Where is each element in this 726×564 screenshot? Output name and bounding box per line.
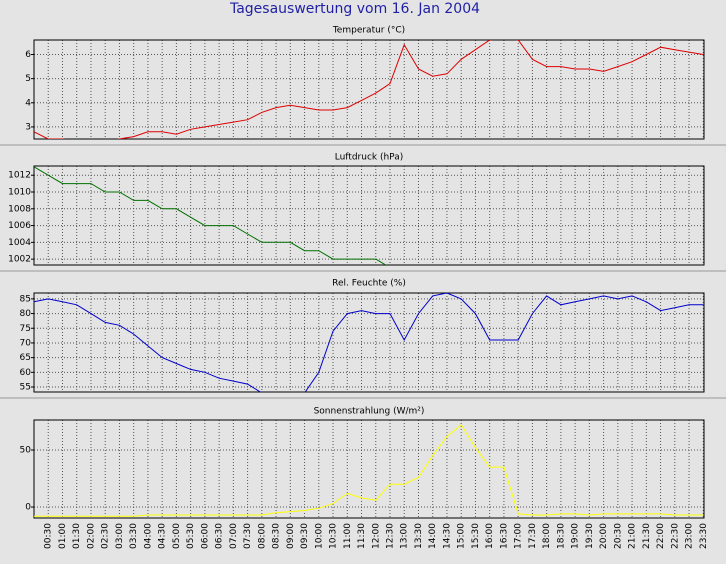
y-tick-label: 1010: [8, 188, 31, 198]
x-tick-label: 20:30: [613, 523, 623, 549]
y-tick-label: 0: [25, 503, 31, 513]
x-tick-label: 04:30: [158, 523, 168, 549]
x-tick-label: 16:00: [485, 523, 495, 549]
x-tick-label: 14:30: [442, 523, 452, 549]
x-tick-label: 10:30: [329, 523, 339, 549]
chart-title: Sonnenstrahlung (W/m²): [314, 407, 425, 417]
x-tick-label: 03:30: [129, 523, 139, 549]
x-tick-label: 05:30: [186, 523, 196, 549]
x-tick-label: 01:00: [58, 523, 68, 549]
x-tick-label: 19:30: [585, 523, 595, 549]
x-tick-label: 10:00: [314, 523, 324, 549]
data-line: [34, 166, 387, 265]
chart-title: Temperatur (°C): [332, 26, 405, 36]
x-tick-label: 12:00: [371, 523, 381, 549]
y-tick-label: 70: [20, 338, 32, 348]
x-tick-label: 22:00: [656, 523, 666, 549]
x-tick-label: 18:30: [556, 523, 566, 549]
x-tick-label: 13:00: [400, 523, 410, 549]
chart-title: Luftdruck (hPa): [335, 153, 404, 163]
plot-frame: [33, 292, 705, 393]
x-tick-label: 17:30: [528, 523, 538, 549]
plot-frame: [33, 419, 705, 519]
x-tick-label: 02:30: [101, 523, 111, 549]
x-tick-label: 19:00: [571, 523, 581, 549]
x-tick-label: 11:30: [357, 523, 367, 549]
x-tick-label: 09:00: [286, 523, 296, 549]
y-tick-label: 55: [20, 383, 31, 393]
x-tick-label: 02:00: [86, 523, 96, 549]
y-tick-label: 75: [20, 324, 31, 334]
x-tick-label: 07:00: [229, 523, 239, 549]
page-title: Tagesauswertung vom 16. Jan 2004: [229, 1, 480, 17]
x-tick-label: 23:00: [685, 523, 695, 549]
data-line: [34, 293, 704, 392]
y-tick-label: 80: [20, 309, 32, 319]
data-line: [34, 40, 704, 139]
x-tick-label: 20:00: [599, 523, 609, 549]
x-tick-label: 22:30: [670, 523, 680, 549]
y-tick-label: 60: [20, 368, 32, 378]
x-tick-label: 16:30: [499, 523, 509, 549]
y-tick-label: 1004: [8, 238, 31, 248]
plot-frame: [33, 39, 705, 140]
y-tick-label: 1012: [8, 171, 31, 181]
x-tick-label: 21:00: [628, 523, 638, 549]
x-tick-label: 23:30: [699, 523, 709, 549]
y-tick-label: 1002: [8, 255, 31, 265]
x-tick-label: 21:30: [642, 523, 652, 549]
y-tick-label: 1006: [8, 221, 31, 231]
x-tick-label: 17:00: [514, 523, 524, 549]
x-tick-label: 13:30: [414, 523, 424, 549]
x-tick-label: 08:00: [257, 523, 267, 549]
y-tick-label: 4: [25, 98, 31, 108]
x-tick-label: 05:00: [172, 523, 182, 549]
x-tick-label: 01:30: [72, 523, 82, 549]
x-tick-label: 04:00: [143, 523, 153, 549]
chart-title: Rel. Feuchte (%): [332, 279, 406, 289]
x-tick-label: 15:00: [457, 523, 467, 549]
x-tick-label: 00:30: [44, 523, 54, 549]
y-tick-label: 65: [20, 353, 31, 363]
y-tick-label: 3: [25, 122, 31, 132]
y-tick-label: 50: [20, 446, 32, 456]
y-tick-label: 5: [25, 74, 31, 84]
y-tick-label: 85: [20, 294, 31, 304]
x-tick-label: 08:30: [272, 523, 282, 549]
data-line: [34, 424, 704, 517]
x-tick-label: 11:00: [343, 523, 353, 549]
plot-frame: [33, 165, 705, 266]
x-tick-label: 15:30: [471, 523, 481, 549]
x-tick-label: 06:30: [215, 523, 225, 549]
x-tick-label: 12:30: [386, 523, 396, 549]
x-tick-label: 18:00: [542, 523, 552, 549]
y-tick-label: 1008: [8, 204, 31, 214]
x-tick-label: 09:30: [300, 523, 310, 549]
x-tick-label: 07:30: [243, 523, 253, 549]
x-tick-label: 06:00: [200, 523, 210, 549]
x-tick-label: 03:00: [115, 523, 125, 549]
y-tick-label: 6: [25, 50, 31, 60]
x-tick-label: 14:00: [428, 523, 438, 549]
